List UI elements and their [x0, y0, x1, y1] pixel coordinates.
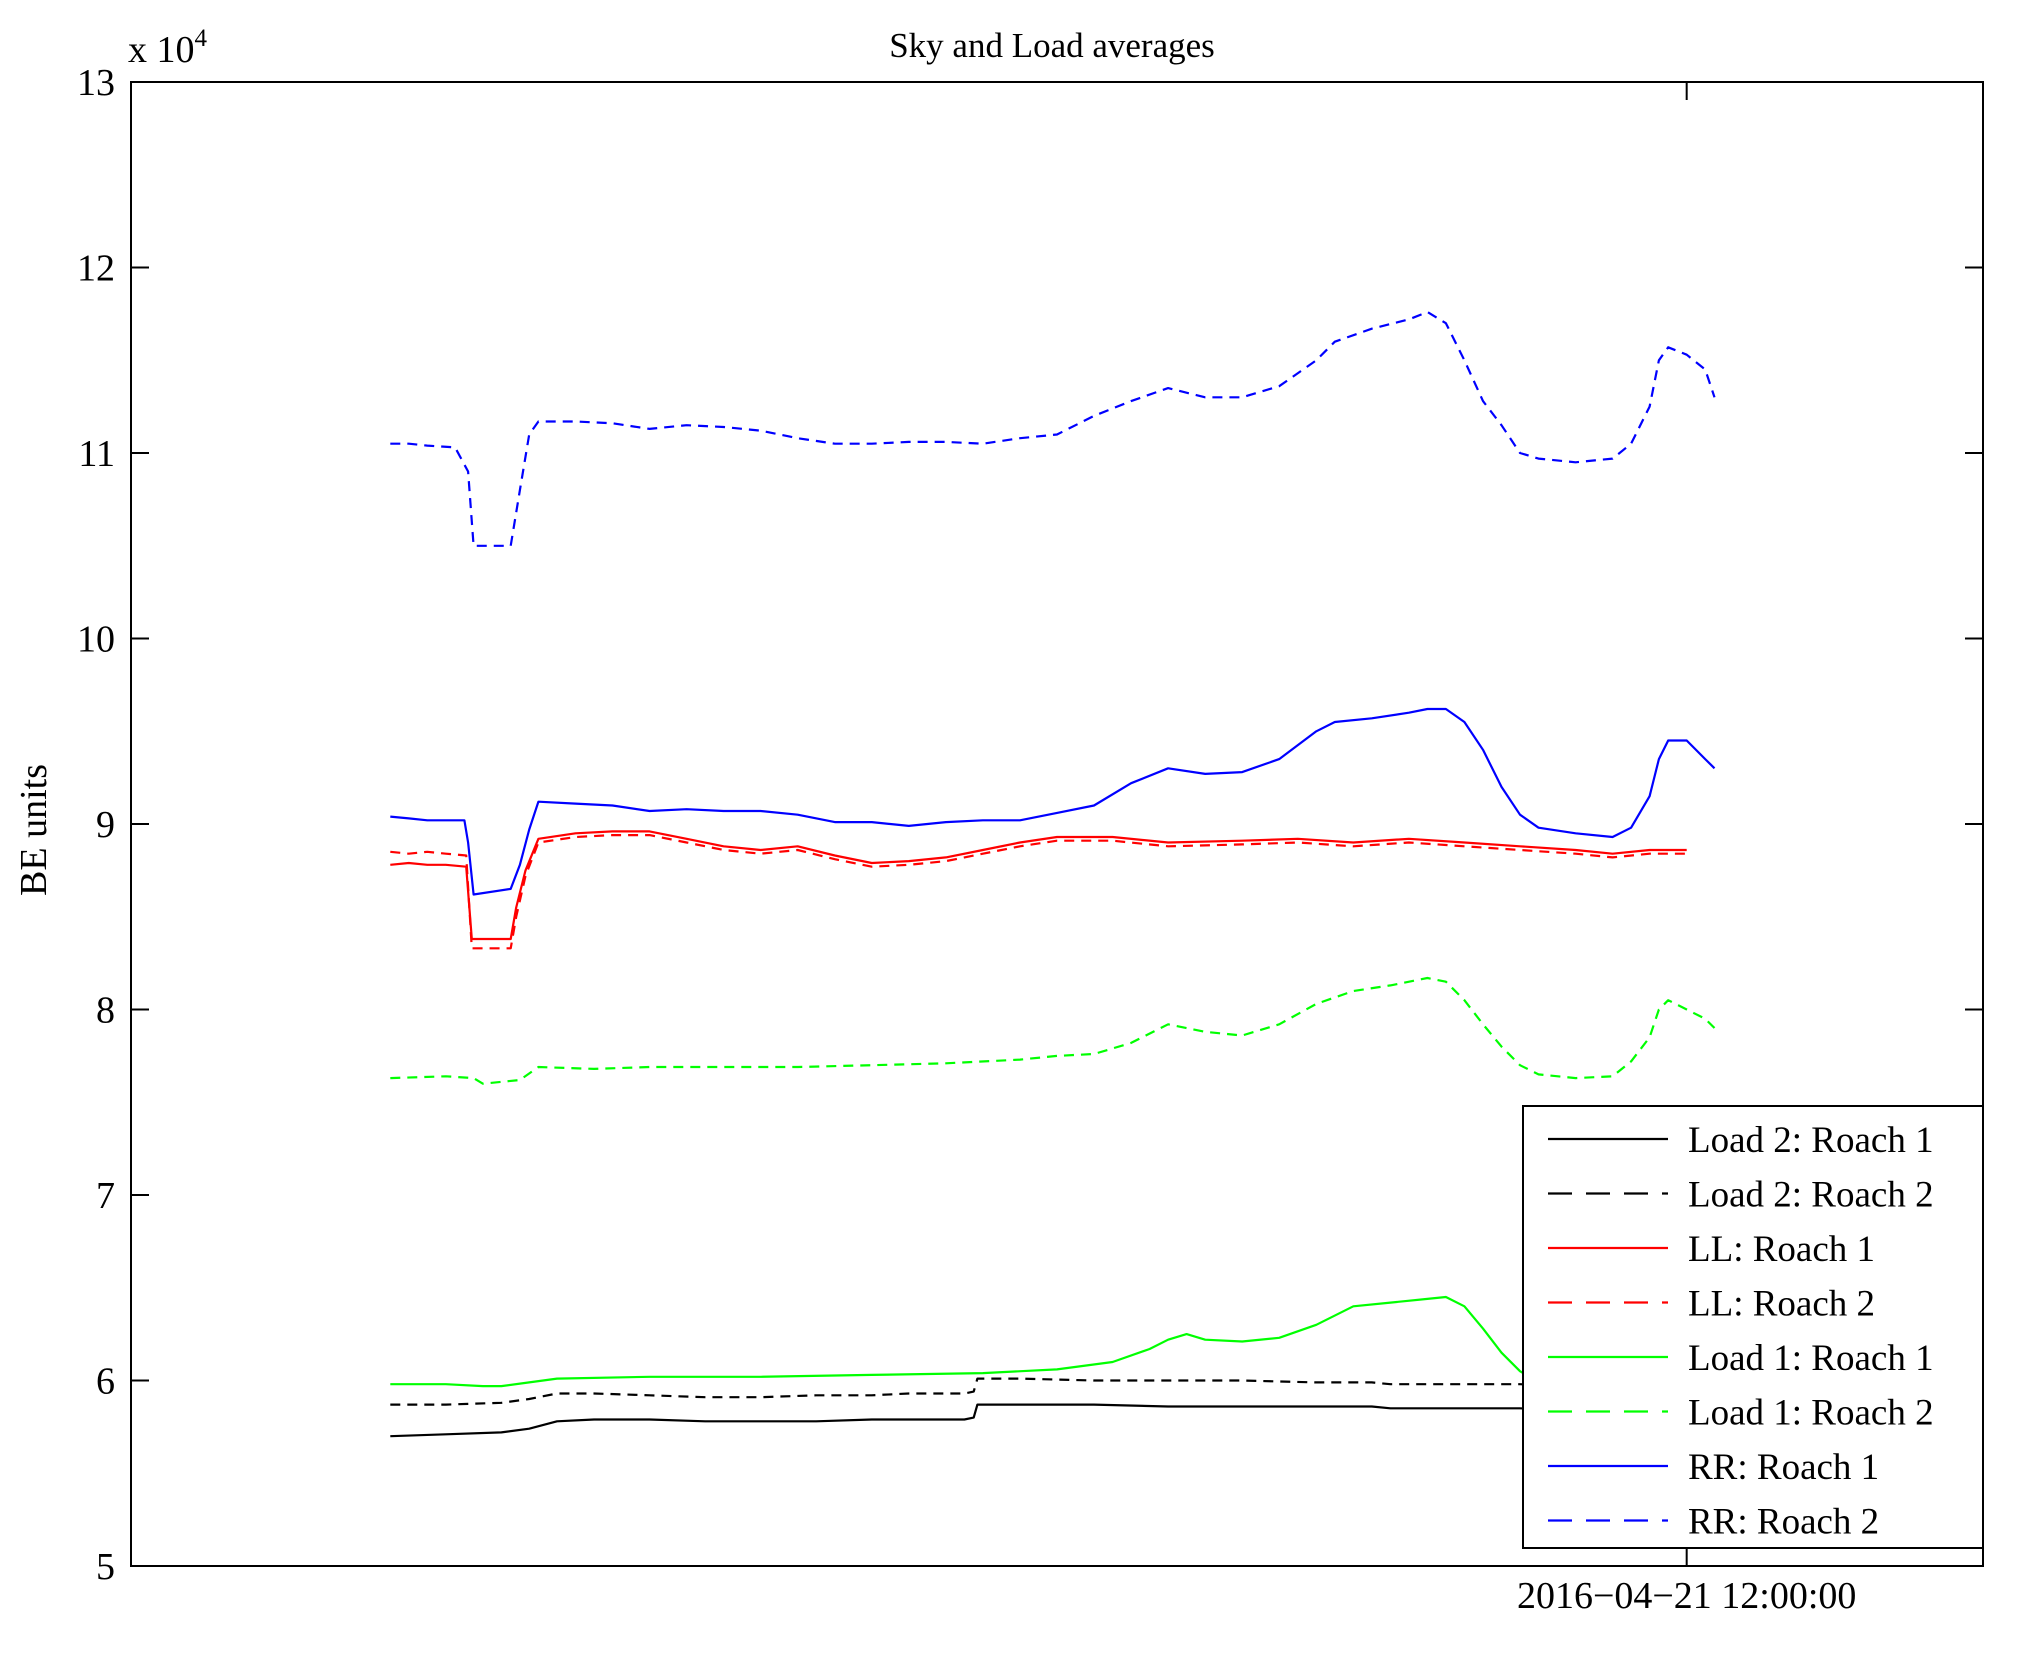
- y-tick-label: 11: [78, 433, 115, 475]
- legend-label-load-2-roach-1: Load 2: Roach 1: [1688, 1120, 1934, 1161]
- y-tick-label: 9: [96, 804, 115, 846]
- legend-label-ll-roach-1: LL: Roach 1: [1688, 1229, 1875, 1270]
- legend-box: [1522, 1105, 1984, 1549]
- series-line-rr-roach-1: [390, 707, 1716, 896]
- series-line-load-2-roach-2: [390, 1377, 1687, 1406]
- chart-title: Sky and Load averages: [889, 26, 1215, 65]
- y-scale-factor: x 104: [128, 25, 208, 71]
- y-scale-exponent: 4: [195, 25, 208, 52]
- y-axis-label: BE units: [13, 764, 55, 896]
- y-scale-base: x 10: [128, 29, 195, 71]
- plot-frame: [130, 81, 1984, 1567]
- legend: Load 2: Roach 1 Load 2: Roach 2 LL: Roach …: [1522, 1105, 1984, 1549]
- series-line-load-1-roach-2: [390, 976, 1716, 1085]
- y-tick-label: 8: [96, 990, 115, 1032]
- legend-label-rr-roach-2: RR: Roach 2: [1688, 1502, 1879, 1543]
- series-line-rr-roach-2: [390, 310, 1716, 547]
- y-tick-label: 7: [96, 1175, 115, 1217]
- series-line-load-1-roach-1: [390, 1295, 1576, 1388]
- y-tick-label: 12: [77, 248, 115, 290]
- series-line-ll-roach-1: [390, 830, 1687, 941]
- legend-label-load-1-roach-2: Load 1: Roach 2: [1688, 1393, 1934, 1434]
- legend-label-ll-roach-2: LL: Roach 2: [1688, 1284, 1875, 1325]
- y-tick-label: 13: [77, 62, 115, 104]
- y-tick-label: 10: [77, 619, 115, 661]
- series-line-ll-roach-2: [390, 834, 1687, 950]
- y-tick-label: 5: [96, 1546, 115, 1588]
- x-tick-label: 2016−04−21 12:00:00: [1517, 1575, 1856, 1617]
- legend-label-load-1-roach-1: Load 1: Roach 1: [1688, 1338, 1934, 1379]
- y-tick-label: 6: [96, 1361, 115, 1403]
- legend-label-rr-roach-1: RR: Roach 1: [1688, 1447, 1879, 1488]
- x-axis-tick: 2016−04−21 12:00:00: [1517, 82, 1856, 1617]
- legend-label-load-2-roach-2: Load 2: Roach 2: [1688, 1175, 1934, 1216]
